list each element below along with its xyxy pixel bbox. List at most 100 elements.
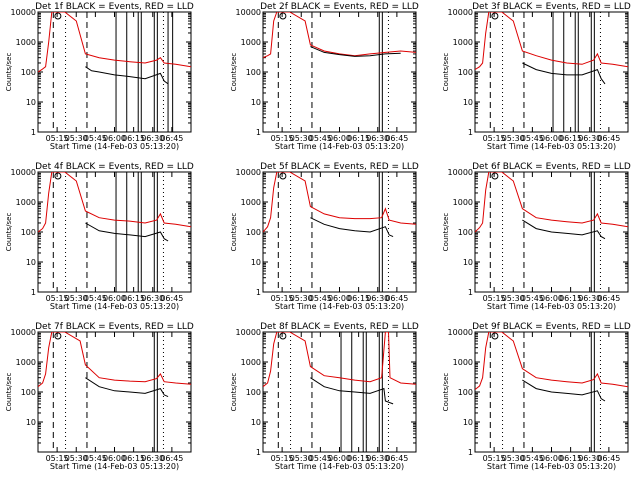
y-tick-label: 10 (26, 98, 36, 107)
y-axis-label: Counts/sec (230, 373, 238, 412)
x-tick-label: 06:15 (559, 134, 582, 143)
y-tick-label: 100 (458, 68, 473, 77)
lld-series-line (263, 172, 416, 233)
y-tick-label: 1 (31, 288, 36, 297)
marker-circle-icon (491, 172, 499, 180)
marker-circle-icon (54, 12, 62, 20)
x-tick-label: 05:45 (521, 294, 544, 303)
y-tick-label: 1000 (453, 198, 473, 207)
x-axis-label: Start Time (14-Feb-03 05:13:20) (275, 142, 404, 151)
y-tick-label: 10 (251, 258, 261, 267)
chart-panel-2: Det 2f BLACK = Events, RED = LLD Counts/s… (230, 2, 419, 151)
x-axis-label: Start Time (14-Feb-03 05:13:20) (275, 462, 404, 471)
y-tick-label: 100 (246, 68, 261, 77)
lld-series-line (38, 12, 191, 73)
y-tick-label: 100 (458, 388, 473, 397)
y-tick-label: 10 (26, 258, 36, 267)
x-tick-label: 05:15 (271, 134, 294, 143)
y-tick-label: 100 (458, 228, 473, 237)
x-tick-label: 05:30 (290, 454, 313, 463)
marker-circle-icon (491, 332, 499, 340)
x-tick-label: 06:30 (578, 454, 601, 463)
y-tick-label: 1000 (16, 198, 36, 207)
lld-series-line (38, 332, 191, 388)
x-tick-label: 05:45 (309, 134, 332, 143)
x-tick-label: 06:45 (597, 454, 620, 463)
y-tick-label: 1000 (16, 358, 36, 367)
y-tick-label: 10000 (236, 328, 261, 337)
y-tick-label: 10000 (448, 328, 473, 337)
y-tick-label: 100 (21, 228, 36, 237)
x-tick-label: 05:45 (84, 454, 107, 463)
x-tick-label: 05:45 (521, 134, 544, 143)
lld-series-line (38, 172, 191, 233)
plot-frame (262, 171, 417, 293)
events-series-line (522, 219, 606, 240)
chart-title: Det 1f BLACK = Events, RED = LLD (35, 2, 194, 12)
x-axis-label: Start Time (14-Feb-03 05:13:20) (275, 302, 404, 311)
y-tick-label: 10 (26, 418, 36, 427)
chart-title: Det 3f BLACK = Events, RED = LLD (472, 2, 631, 12)
y-tick-label: 100 (246, 388, 261, 397)
marker-circle-icon (54, 332, 62, 340)
plot-frame (37, 171, 192, 293)
y-tick-label: 10000 (236, 168, 261, 177)
x-tick-label: 05:30 (65, 454, 88, 463)
chart-panel-4: Det 4f BLACK = Events, RED = LLD Counts/s… (5, 162, 194, 311)
y-tick-label: 100 (21, 68, 36, 77)
chart-title: Det 4f BLACK = Events, RED = LLD (35, 162, 194, 172)
chart-panel-5: Det 5f BLACK = Events, RED = LLD Counts/s… (230, 162, 419, 311)
y-tick-label: 10 (251, 98, 261, 107)
y-tick-label: 10000 (11, 168, 36, 177)
plot-frame (262, 11, 417, 133)
x-tick-label: 06:30 (578, 294, 601, 303)
x-tick-label: 06:00 (103, 454, 126, 463)
x-tick-label: 06:45 (160, 294, 183, 303)
events-series-line (85, 377, 169, 398)
x-tick-label: 06:45 (385, 134, 408, 143)
chart-title: Det 8f BLACK = Events, RED = LLD (260, 322, 419, 332)
y-tick-label: 10000 (11, 328, 36, 337)
chart-title: Det 9f BLACK = Events, RED = LLD (472, 322, 631, 332)
chart-panel-1: Det 1f BLACK = Events, RED = LLD Counts/s… (5, 2, 194, 151)
x-axis-label: Start Time (14-Feb-03 05:13:20) (487, 302, 616, 311)
y-tick-label: 10 (463, 418, 473, 427)
plot-frame (37, 331, 192, 453)
y-tick-label: 1 (468, 128, 473, 137)
chart-title: Det 5f BLACK = Events, RED = LLD (260, 162, 419, 172)
x-tick-label: 06:15 (122, 134, 145, 143)
y-axis-label: Counts/sec (442, 213, 450, 252)
y-tick-label: 1 (31, 128, 36, 137)
y-tick-label: 1000 (453, 38, 473, 47)
x-tick-label: 06:45 (385, 294, 408, 303)
x-tick-label: 06:45 (597, 134, 620, 143)
y-tick-label: 10000 (11, 8, 36, 17)
y-tick-label: 1000 (453, 358, 473, 367)
y-tick-label: 1 (256, 448, 261, 457)
x-tick-label: 05:15 (46, 134, 69, 143)
x-tick-label: 06:15 (347, 134, 370, 143)
x-tick-label: 06:00 (540, 134, 563, 143)
y-tick-label: 100 (246, 228, 261, 237)
x-tick-label: 05:15 (483, 454, 506, 463)
x-tick-label: 06:00 (328, 134, 351, 143)
x-axis-label: Start Time (14-Feb-03 05:13:20) (50, 462, 179, 471)
x-tick-label: 05:30 (290, 134, 313, 143)
x-tick-label: 06:15 (559, 294, 582, 303)
x-tick-label: 06:30 (366, 294, 389, 303)
y-tick-label: 10 (463, 98, 473, 107)
y-tick-label: 10000 (448, 8, 473, 17)
y-tick-label: 1 (468, 448, 473, 457)
y-axis-label: Counts/sec (230, 213, 238, 252)
x-tick-label: 06:00 (540, 454, 563, 463)
marker-circle-icon (491, 12, 499, 20)
x-tick-label: 05:45 (309, 454, 332, 463)
events-series-line (522, 379, 606, 402)
events-series-line (310, 217, 394, 238)
lld-series-line (263, 332, 416, 388)
chart-panel-7: Det 7f BLACK = Events, RED = LLD Counts/s… (5, 322, 194, 471)
x-tick-label: 06:15 (347, 454, 370, 463)
events-series-line (310, 377, 394, 405)
y-tick-label: 1 (468, 288, 473, 297)
y-tick-label: 1 (256, 128, 261, 137)
